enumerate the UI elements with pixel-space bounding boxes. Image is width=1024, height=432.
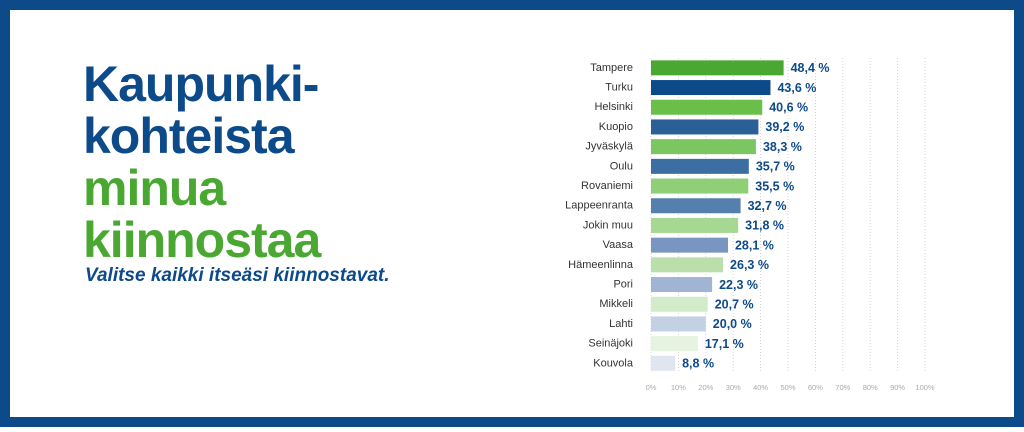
bar bbox=[651, 99, 763, 115]
value-label: 31,8 % bbox=[745, 219, 784, 233]
x-tick-label: 40% bbox=[753, 383, 768, 392]
bar bbox=[651, 237, 728, 253]
bar bbox=[651, 139, 756, 155]
value-label: 20,0 % bbox=[713, 317, 752, 331]
value-label: 48,4 % bbox=[791, 61, 830, 75]
value-label: 35,7 % bbox=[756, 160, 795, 174]
panel bbox=[10, 10, 1014, 417]
category-label: Helsinki bbox=[594, 101, 633, 113]
value-label: 40,6 % bbox=[769, 101, 808, 115]
category-label: Lahti bbox=[609, 318, 633, 330]
category-label: Kuopio bbox=[599, 121, 633, 133]
bar bbox=[651, 355, 676, 371]
title-line: kiinnostaa bbox=[83, 212, 322, 268]
value-label: 35,5 % bbox=[755, 179, 794, 193]
title-line: kohteista bbox=[83, 108, 296, 164]
x-tick-label: 50% bbox=[780, 383, 795, 392]
bar bbox=[651, 296, 708, 312]
bar bbox=[651, 60, 784, 76]
value-label: 28,1 % bbox=[735, 238, 774, 252]
category-label: Mikkeli bbox=[599, 298, 633, 310]
bar bbox=[651, 158, 749, 174]
x-tick-label: 90% bbox=[890, 383, 905, 392]
x-tick-label: 80% bbox=[863, 383, 878, 392]
x-tick-label: 10% bbox=[671, 383, 686, 392]
subtitle: Valitse kaikki itseäsi kiinnostavat. bbox=[85, 265, 390, 286]
category-label: Turku bbox=[605, 81, 633, 93]
category-label: Vaasa bbox=[603, 239, 634, 251]
x-tick-label: 60% bbox=[808, 383, 823, 392]
category-label: Pori bbox=[613, 278, 633, 290]
category-label: Kouvola bbox=[593, 357, 634, 369]
x-tick-label: 0% bbox=[646, 383, 657, 392]
bar bbox=[651, 277, 713, 293]
value-label: 43,6 % bbox=[777, 81, 816, 95]
value-label: 22,3 % bbox=[719, 278, 758, 292]
value-label: 8,8 % bbox=[682, 357, 714, 371]
bar bbox=[651, 80, 771, 96]
value-label: 20,7 % bbox=[715, 298, 754, 312]
value-label: 38,3 % bbox=[763, 140, 802, 154]
x-tick-label: 70% bbox=[835, 383, 850, 392]
bar bbox=[651, 119, 759, 135]
x-tick-label: 100% bbox=[915, 383, 935, 392]
bar bbox=[651, 178, 749, 194]
category-label: Rovaniemi bbox=[581, 180, 633, 192]
bar bbox=[651, 257, 724, 273]
bar bbox=[651, 336, 698, 352]
category-label: Lappeenranta bbox=[565, 200, 634, 212]
category-label: Seinäjoki bbox=[588, 338, 633, 350]
category-label: Hämeenlinna bbox=[568, 259, 634, 271]
title-line: Kaupunki- bbox=[83, 56, 318, 112]
value-label: 39,2 % bbox=[765, 120, 804, 134]
category-label: Jyväskylä bbox=[585, 141, 634, 153]
value-label: 17,1 % bbox=[705, 337, 744, 351]
category-label: Oulu bbox=[610, 160, 633, 172]
x-tick-label: 20% bbox=[698, 383, 713, 392]
bar bbox=[651, 198, 741, 214]
value-label: 26,3 % bbox=[730, 258, 769, 272]
title-line: minua bbox=[83, 160, 227, 216]
category-label: Tampere bbox=[590, 62, 633, 74]
bar bbox=[651, 217, 739, 233]
bar bbox=[651, 316, 706, 332]
x-tick-label: 30% bbox=[726, 383, 741, 392]
value-label: 32,7 % bbox=[748, 199, 787, 213]
category-label: Jokin muu bbox=[583, 219, 633, 231]
